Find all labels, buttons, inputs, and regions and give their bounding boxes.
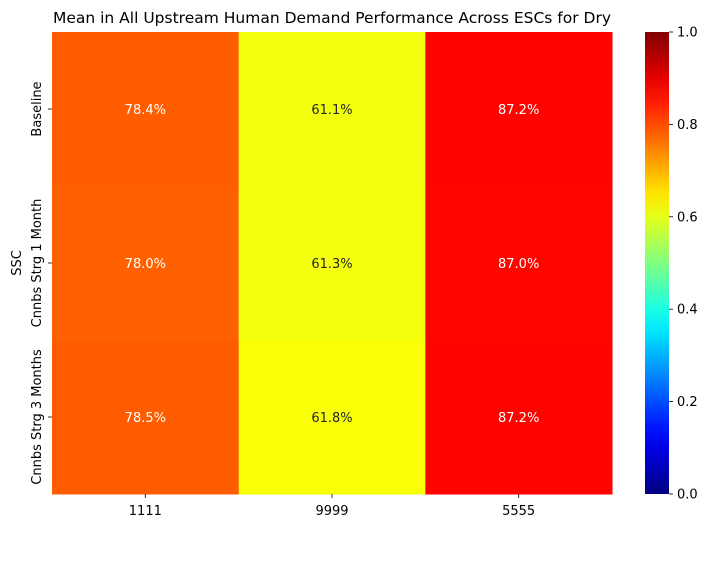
y-axis-label: SSC [10,250,25,276]
heatmap-cell [238,340,426,495]
y-tick-label: Cnnbs Strg 3 Months [30,349,45,485]
colorbar-tick-label: 0.8 [677,118,698,133]
cell-value-label: 87.2% [498,411,539,426]
cell-value-label: 87.2% [498,103,539,118]
heatmap-cell [425,32,613,187]
heatmap-cell [52,340,240,495]
colorbar [645,32,669,494]
y-tick-label: Cnnbs Strg 1 Month [30,199,45,328]
colorbar-tick-label: 1.0 [677,26,698,41]
colorbar-tick-label: 0.0 [677,488,698,503]
colorbar-tick-label: 0.6 [677,210,698,225]
colorbar-tick-label: 0.4 [677,303,698,318]
heatmap-cell [425,186,613,341]
x-axis-ticks: 1111 9999 5555 [129,494,535,519]
cell-value-label: 78.0% [125,257,166,272]
y-axis-ticks: Baseline Cnnbs Strg 1 Month Cnnbs Strg 3 M… [30,81,52,485]
x-tick-label: 1111 [129,504,162,519]
cell-value-label: 61.3% [311,257,352,272]
colorbar-tick-label: 0.2 [677,395,698,410]
cell-value-label: 61.8% [311,411,352,426]
cell-value-label: 78.4% [125,103,166,118]
y-tick-label: Baseline [30,81,45,136]
heatmap-cell [238,32,426,187]
heatmap-cell [52,32,240,187]
cell-value-label: 61.1% [311,103,352,118]
colorbar-ticks: 0.0 0.2 0.4 0.6 0.8 1.0 [669,26,698,503]
cell-value-label: 87.0% [498,257,539,272]
chart-title: Mean in All Upstream Human Demand Perfor… [53,9,611,27]
heatmap-cells [52,32,613,495]
x-tick-label: 5555 [502,504,535,519]
heatmap-cell [52,186,240,341]
heatmap-cell [425,340,613,495]
x-tick-label: 9999 [315,504,348,519]
heatmap-cell [238,186,426,341]
heatmap-cell-labels: 78.4% 61.1% 87.2% 78.0% 61.3% 87.0% 78.5% 61.8%… [125,103,540,426]
cell-value-label: 78.5% [125,411,166,426]
